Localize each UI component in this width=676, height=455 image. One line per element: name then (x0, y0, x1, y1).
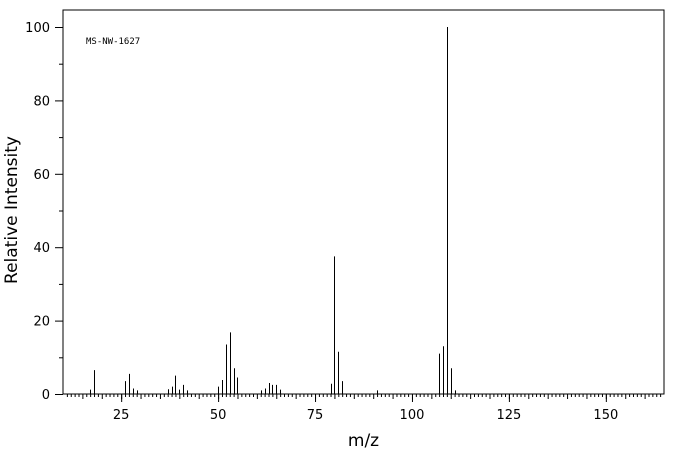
major-ticks: 25 50 75 100 125 150 0 20 40 60 80 100 (25, 21, 618, 423)
x-tick-label: 50 (210, 408, 227, 423)
y-axis-label: Relative Intensity (2, 136, 22, 284)
minor-ticks (59, 63, 662, 399)
peaks (90, 27, 456, 394)
y-tick-label: 60 (33, 168, 50, 183)
x-tick-label: 100 (400, 408, 425, 423)
x-tick-label: 150 (593, 408, 618, 423)
y-tick-label: 100 (25, 21, 50, 36)
y-tick-label: 80 (33, 94, 50, 109)
x-tick-label: 125 (496, 408, 521, 423)
y-tick-label: 40 (33, 241, 50, 256)
x-tick-label: 75 (307, 408, 324, 423)
plot-area (62, 9, 665, 395)
y-tick-label: 20 (33, 315, 50, 330)
y-tick-label: 0 (42, 388, 50, 403)
x-tick-label: 25 (113, 408, 130, 423)
x-axis-label: m/z (348, 431, 379, 451)
spectrum-id-note: MS-NW-1627 (86, 37, 140, 47)
